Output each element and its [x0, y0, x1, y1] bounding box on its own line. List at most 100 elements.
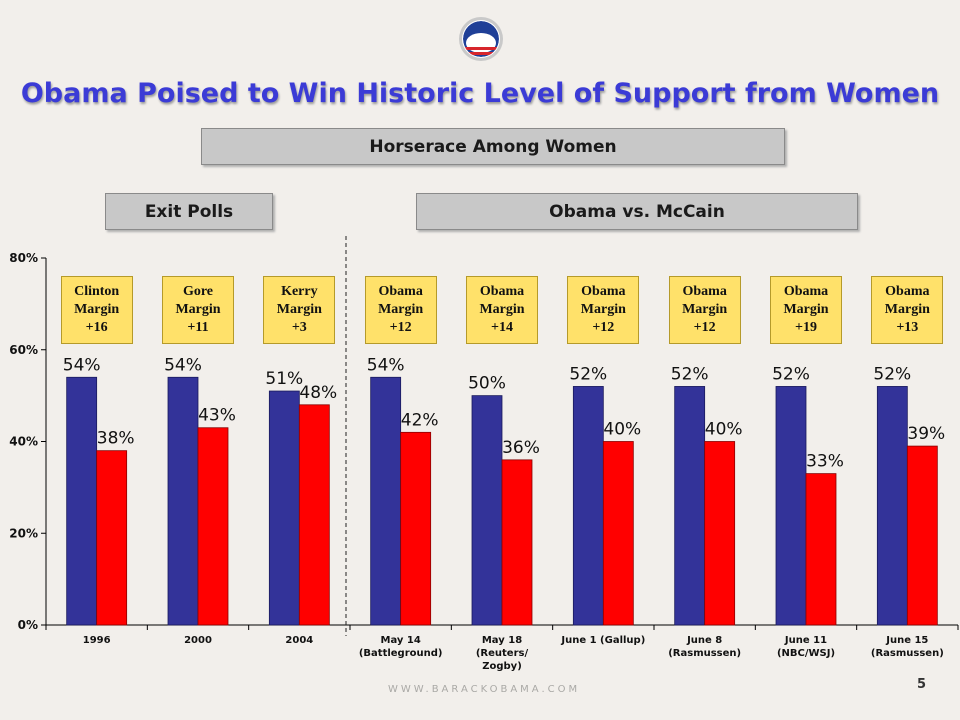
horserace-header: Horserace Among Women	[201, 128, 785, 165]
margin-value: +12	[592, 320, 615, 335]
exit-polls-header: Exit Polls	[105, 193, 273, 230]
x-category-label: June 15	[885, 635, 928, 646]
bar-obama-democrat	[876, 386, 908, 626]
data-label-democrat: 50%	[468, 374, 506, 394]
margin-name: Kerry	[281, 284, 318, 299]
margin-box: Obama Margin +19	[770, 276, 842, 344]
bar-republican	[501, 459, 533, 626]
bar-republican	[704, 441, 736, 626]
data-label-democrat: 54%	[164, 355, 202, 375]
data-label-democrat: 54%	[63, 355, 101, 375]
bar-republican	[602, 441, 634, 626]
margin-word: Margin	[378, 302, 424, 317]
obama-logo-icon	[459, 17, 503, 61]
bar-republican	[298, 404, 330, 626]
y-tick-label: 80%	[9, 251, 38, 265]
x-category-label: June 11	[784, 635, 827, 646]
margin-box: Obama Margin +12	[364, 276, 437, 344]
x-category-label: 2000	[184, 635, 212, 646]
matchup-header: Obama vs. McCain	[416, 193, 858, 230]
margin-value: +12	[693, 320, 716, 335]
margin-box: Obama Margin +13	[871, 276, 944, 344]
data-label-republican: 40%	[603, 420, 641, 440]
y-tick-label: 40%	[9, 435, 38, 449]
data-label-republican: 42%	[401, 410, 439, 430]
bar-obama-democrat	[167, 376, 199, 626]
margin-word: Margin	[682, 302, 728, 317]
margin-value: +11	[187, 320, 209, 335]
margin-box: Obama Margin +12	[567, 276, 640, 344]
data-label-republican: 36%	[502, 438, 540, 458]
margin-word: Margin	[783, 302, 829, 317]
bar-republican	[400, 431, 432, 626]
bar-republican	[906, 445, 938, 626]
margin-name: Obama	[682, 284, 727, 299]
y-tick-label: 20%	[9, 526, 38, 540]
site-url-footer: WWW.BARACKOBAMA.COM	[388, 684, 581, 695]
data-label-republican: 43%	[198, 406, 236, 426]
margin-name: Obama	[378, 284, 423, 299]
x-category-label: (NBC/WSJ)	[777, 648, 835, 659]
margin-value: +12	[389, 320, 412, 335]
margin-value: +19	[795, 320, 817, 335]
page-number: 5	[917, 677, 927, 692]
data-label-republican: 38%	[97, 429, 135, 449]
x-category-label: (Reuters/	[476, 648, 529, 659]
x-category-label: (Battleground)	[359, 648, 443, 659]
margin-word: Margin	[884, 302, 930, 317]
margin-word: Margin	[580, 302, 626, 317]
bar-obama-democrat	[471, 395, 503, 626]
margin-name: Gore	[182, 284, 214, 299]
bar-republican	[805, 473, 837, 626]
margin-word: Margin	[479, 302, 525, 317]
margin-box: Obama Margin +14	[466, 276, 538, 344]
margin-box: Obama Margin +12	[668, 276, 741, 344]
margin-name: Obama	[581, 284, 626, 299]
data-label-democrat: 52%	[772, 364, 810, 384]
margin-box: Clinton Margin +16	[60, 276, 133, 344]
margin-name: Clinton	[74, 284, 120, 299]
margin-value: +14	[491, 320, 513, 335]
bar-obama-democrat	[370, 376, 402, 626]
bar-republican	[197, 427, 229, 626]
x-category-label: June 1 (Gallup)	[560, 635, 645, 646]
x-category-label: (Rasmussen)	[871, 648, 944, 659]
margin-box: Kerry Margin +3	[263, 276, 336, 344]
bar-obama-democrat	[674, 386, 706, 626]
x-category-label: 2004	[285, 635, 313, 646]
x-category-label: 1996	[83, 635, 111, 646]
margin-name: Obama	[479, 284, 525, 299]
margin-box: Gore Margin +11	[162, 276, 234, 344]
data-label-republican: 39%	[907, 424, 945, 444]
data-label-democrat: 52%	[569, 364, 607, 384]
margin-value: +3	[291, 320, 307, 335]
bar-obama-democrat	[66, 376, 98, 626]
data-label-democrat: 52%	[873, 364, 911, 384]
margin-name: Obama	[783, 284, 829, 299]
x-category-label: May 18	[482, 635, 522, 646]
x-category-label: Zogby)	[482, 661, 522, 672]
data-label-republican: 48%	[299, 383, 337, 403]
bar-obama-democrat	[572, 386, 604, 626]
x-category-label: May 14	[381, 635, 421, 646]
y-tick-label: 60%	[9, 343, 38, 357]
x-category-label: (Rasmussen)	[668, 648, 741, 659]
x-category-label: June 8	[686, 635, 722, 646]
bar-obama-democrat	[268, 390, 300, 626]
margin-word: Margin	[276, 302, 322, 317]
margin-value: +16	[85, 320, 108, 335]
bar-republican	[96, 450, 128, 626]
margin-word: Margin	[74, 302, 120, 317]
data-label-democrat: 52%	[671, 364, 709, 384]
data-label-democrat: 51%	[265, 369, 303, 389]
bar-obama-democrat	[775, 386, 807, 626]
data-label-republican: 33%	[806, 452, 844, 472]
data-label-democrat: 54%	[367, 355, 405, 375]
margin-word: Margin	[175, 302, 221, 317]
data-label-republican: 40%	[705, 420, 743, 440]
page-title: Obama Poised to Win Historic Level of Su…	[20, 78, 940, 109]
margin-value: +13	[896, 320, 919, 335]
margin-name: Obama	[885, 284, 930, 299]
y-tick-label: 0%	[18, 618, 38, 632]
